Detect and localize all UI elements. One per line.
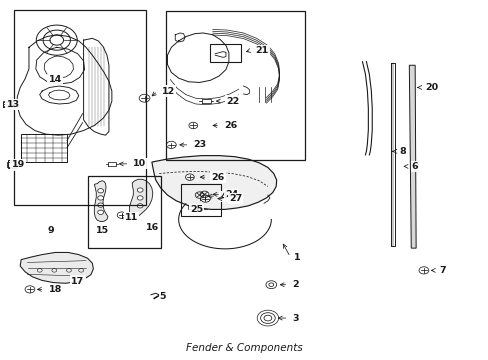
Text: 13: 13: [6, 100, 20, 109]
Text: 8: 8: [399, 147, 406, 156]
Bar: [188, 192, 206, 209]
Text: 2: 2: [292, 280, 298, 289]
Polygon shape: [152, 156, 276, 210]
Circle shape: [137, 204, 143, 208]
Text: 1: 1: [294, 253, 300, 262]
Text: 27: 27: [228, 194, 242, 203]
Circle shape: [98, 210, 103, 215]
Text: 25: 25: [189, 205, 203, 214]
Polygon shape: [408, 65, 415, 248]
Text: 16: 16: [146, 223, 159, 232]
Text: 23: 23: [193, 140, 206, 149]
Polygon shape: [20, 252, 93, 283]
Text: 19: 19: [11, 161, 24, 170]
Text: 10: 10: [133, 159, 146, 168]
Text: 14: 14: [48, 75, 61, 84]
Text: 5: 5: [159, 292, 166, 301]
Text: 26: 26: [211, 173, 224, 182]
Text: 6: 6: [411, 162, 418, 171]
Bar: [166, 12, 305, 160]
Bar: [88, 176, 160, 248]
Text: 21: 21: [255, 46, 268, 55]
Text: 17: 17: [71, 276, 84, 285]
Polygon shape: [129, 179, 153, 220]
Text: 26: 26: [224, 121, 237, 130]
Bar: [21, 134, 67, 162]
Polygon shape: [94, 181, 108, 222]
Bar: [181, 184, 221, 216]
Text: 20: 20: [424, 83, 437, 92]
Bar: [6, 162, 16, 167]
Circle shape: [98, 203, 103, 207]
Text: Fender & Components: Fender & Components: [186, 343, 302, 353]
Circle shape: [98, 189, 103, 193]
Text: 15: 15: [96, 226, 109, 235]
Bar: [7, 160, 16, 168]
Text: 3: 3: [292, 314, 298, 323]
Text: 12: 12: [161, 86, 175, 95]
Text: 11: 11: [125, 213, 138, 222]
Text: 24: 24: [224, 190, 238, 199]
Text: 22: 22: [225, 96, 239, 105]
Circle shape: [98, 196, 103, 200]
Circle shape: [137, 196, 143, 200]
Circle shape: [137, 188, 143, 192]
Text: 4: 4: [220, 192, 226, 201]
Text: 9: 9: [47, 226, 54, 235]
Text: 18: 18: [48, 285, 61, 294]
Bar: [210, 44, 240, 62]
Text: 7: 7: [439, 266, 445, 275]
Bar: [14, 10, 146, 205]
